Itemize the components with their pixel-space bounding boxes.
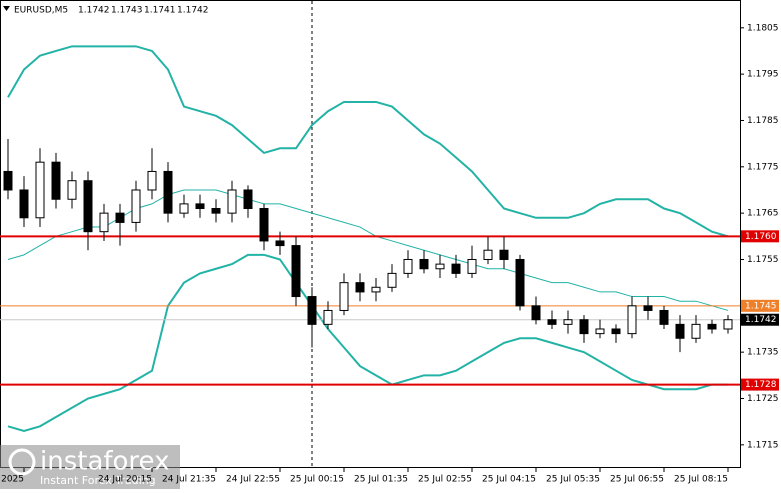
y-tick-label: 1.1735 xyxy=(747,348,779,358)
candle-body xyxy=(67,180,77,200)
candle-body xyxy=(19,189,29,219)
candle-body xyxy=(99,212,109,233)
title-icon xyxy=(3,6,10,11)
candle-body xyxy=(643,305,653,311)
y-tick-label: 1.1775 xyxy=(747,162,779,172)
x-tick-label: 25 Jul 01:35 xyxy=(354,475,408,485)
candle-body xyxy=(211,208,221,214)
candle-body xyxy=(483,249,493,260)
candle-body xyxy=(291,245,301,298)
watermark: instaforex xyxy=(40,447,169,477)
level-label-box xyxy=(741,378,779,391)
candle-body xyxy=(547,319,557,325)
candle-body xyxy=(3,170,13,191)
candle-body xyxy=(675,323,685,339)
candle-body xyxy=(275,240,285,247)
x-tick-label: 25 Jul 02:55 xyxy=(418,475,472,485)
band-line xyxy=(7,189,729,311)
candle-body xyxy=(243,189,253,210)
level-label: 1.1728 xyxy=(745,380,777,390)
candle-body xyxy=(179,203,189,214)
candle-body xyxy=(419,258,429,270)
plot-area xyxy=(0,45,740,432)
candle-body xyxy=(163,170,173,214)
candle-body xyxy=(227,189,237,214)
candle-body xyxy=(147,170,157,191)
y-tick-label: 1.1805 xyxy=(747,23,779,33)
candle-body xyxy=(403,258,413,274)
watermark-logo xyxy=(8,448,36,476)
chart-title: EURUSD,M5 xyxy=(14,6,68,16)
plot-frame xyxy=(0,0,741,468)
candle-body xyxy=(387,272,397,288)
ohlc-header: 1.1742 1.1743 1.1741 1.1742 xyxy=(78,6,209,16)
candle-body xyxy=(563,319,573,325)
level-label-box xyxy=(741,299,779,312)
candle-body xyxy=(627,305,637,335)
candle-body xyxy=(83,180,93,233)
y-tick-label: 1.1785 xyxy=(747,116,779,126)
level-label: 1.1760 xyxy=(745,232,777,242)
watermark-tagline: Instant Forex Trading xyxy=(40,474,156,487)
level-label: 1.1742 xyxy=(745,315,777,325)
y-tick-label: 1.1755 xyxy=(747,255,779,265)
candle-body xyxy=(531,305,541,321)
ohlc-value: 1.1743 xyxy=(111,6,143,16)
candle-body xyxy=(195,203,205,210)
band-line xyxy=(7,45,729,238)
ohlc-value: 1.1742 xyxy=(177,6,209,16)
x-tick-label: 24 Jul 22:55 xyxy=(226,475,280,485)
candle-body xyxy=(131,189,141,223)
x-tick-label: 24 Jul 2025 xyxy=(0,475,24,485)
candle-body xyxy=(51,161,61,200)
x-tick-label: 25 Jul 00:15 xyxy=(290,475,344,485)
candle-body xyxy=(323,309,333,325)
y-tick-label: 1.1765 xyxy=(747,209,779,219)
candle-body xyxy=(435,263,445,270)
x-tick-label: 25 Jul 06:55 xyxy=(610,475,664,485)
candle-body xyxy=(515,258,525,307)
x-tick-label: 25 Jul 08:15 xyxy=(674,475,728,485)
x-tick-label: 25 Jul 05:35 xyxy=(546,475,600,485)
ohlc-value: 1.1741 xyxy=(144,6,176,16)
candle-body xyxy=(115,212,125,223)
candle-body xyxy=(499,249,509,260)
x-tick-label: 24 Jul 20:15 xyxy=(98,475,152,485)
y-tick-label: 1.1715 xyxy=(747,440,779,450)
candle-body xyxy=(691,323,701,339)
candle-body xyxy=(35,161,45,219)
candle-body xyxy=(259,208,269,242)
candle-body xyxy=(355,282,365,293)
level-label-box xyxy=(741,230,779,243)
candle-body xyxy=(723,319,733,330)
level-label: 1.1745 xyxy=(745,301,777,311)
y-tick-label: 1.1725 xyxy=(747,394,779,404)
candle-body xyxy=(579,319,589,335)
candle-body xyxy=(467,258,477,274)
candle-body xyxy=(707,323,717,330)
candle-body xyxy=(659,309,669,325)
candle-body xyxy=(371,286,381,293)
ohlc-value: 1.1742 xyxy=(78,6,110,16)
candle-body xyxy=(595,328,605,335)
level-label-box xyxy=(741,313,779,326)
y-tick-label: 1.1795 xyxy=(747,70,779,80)
candle-body xyxy=(339,282,349,311)
candle-body xyxy=(451,263,461,274)
x-tick-label: 24 Jul 21:35 xyxy=(162,475,216,485)
candle-body xyxy=(611,328,621,335)
x-tick-label: 25 Jul 04:15 xyxy=(482,475,536,485)
candle-body xyxy=(307,296,317,325)
